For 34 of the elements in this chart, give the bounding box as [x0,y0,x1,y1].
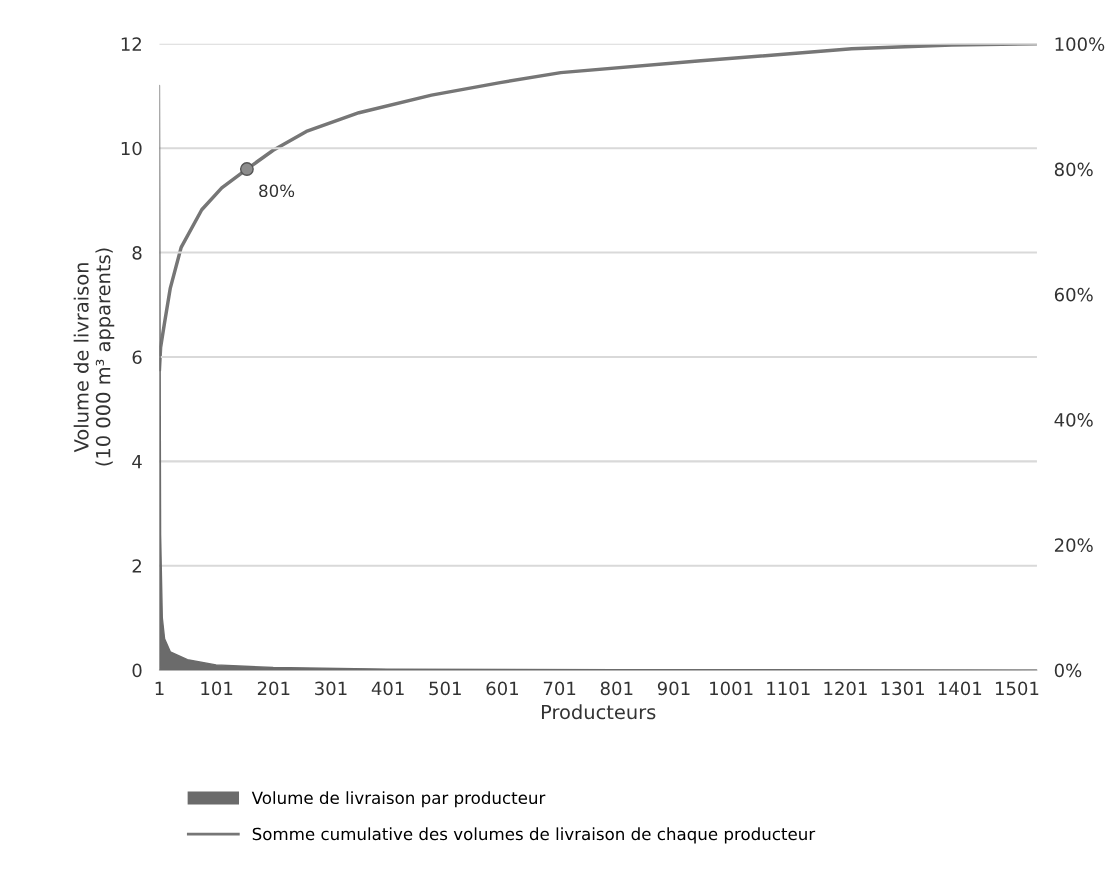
x-tick-label: 1001 [710,681,753,696]
y-tick-label: 8 [132,246,142,260]
y-tick-label: 2 [132,559,141,573]
y2-tick-label: 40% [1054,413,1093,427]
y-tick-label: 0 [132,663,142,678]
x-tick-label: 201 [257,681,290,696]
x-tick-label: 801 [600,681,633,696]
x-tick-label: 601 [486,681,519,696]
y2-tick-label: 20% [1054,538,1093,552]
x-axis-title: Producteurs [541,704,656,720]
legend-label: Volume de livraison par producteur [251,791,546,808]
annotation: 80% [259,184,295,198]
x-tick-label: 501 [429,681,461,696]
y2-tick-label: 60% [1054,287,1093,302]
x-tick-label: 1501 [995,681,1039,696]
x-tick-label: 1101 [767,681,810,696]
y2-tick-label: 80% [1054,162,1093,177]
y-tick-label: 4 [132,455,142,469]
x-tick-label: 301 [315,681,347,696]
y-tick-label: 6 [132,350,142,365]
x-tick-label: 701 [543,681,576,696]
x-tick-label: 101 [201,681,233,696]
legend-label: Somme cumulative des volumes de livraison de chaque producteur [252,827,816,844]
x-tick-label: 1201 [824,681,867,696]
x-tick-label: 1401 [938,681,982,696]
x-tick-label: 1 [155,681,164,695]
x-tick-label: 1301 [881,681,924,696]
x-tick-label: 901 [657,681,690,696]
y-tick-label: 12 [121,37,141,51]
y-axis-title: Volume de livraison (10 000 m³ apparents) [73,248,115,466]
y2-tick-label: 0% [1054,663,1082,678]
y-tick-label: 10 [121,141,142,156]
x-tick-label: 401 [371,681,404,696]
y2-tick-label: 100% [1055,37,1105,51]
